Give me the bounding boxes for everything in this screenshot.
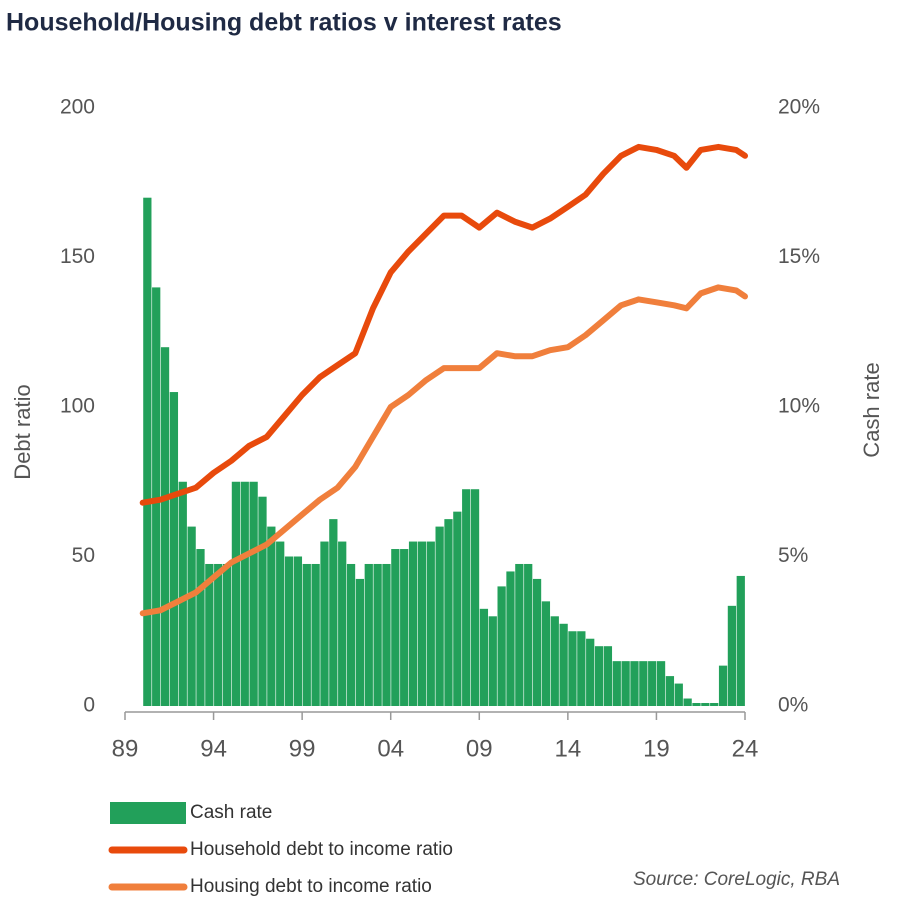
bar <box>550 616 559 706</box>
y-tick-label: 100 <box>60 395 95 418</box>
legend-label: Cash rate <box>190 802 272 823</box>
bar <box>710 703 719 706</box>
bar <box>311 563 320 706</box>
bar <box>736 575 745 706</box>
x-tick-label: 04 <box>377 735 404 762</box>
bar <box>497 586 506 706</box>
x-tick-label: 99 <box>289 735 316 762</box>
bar <box>594 646 604 706</box>
bar <box>568 631 577 706</box>
y-tick-label: 50 <box>72 544 95 567</box>
bar <box>541 601 551 706</box>
bar <box>391 549 400 706</box>
bar <box>169 392 179 706</box>
bar <box>205 563 214 706</box>
y2-tick-label: 10% <box>778 395 820 418</box>
x-tick-label: 14 <box>555 735 582 762</box>
bar <box>639 661 648 706</box>
bar <box>267 526 276 706</box>
bar <box>231 481 241 706</box>
bar <box>692 703 701 706</box>
bar <box>479 608 489 706</box>
bar <box>355 578 365 706</box>
y2-axis-title: Cash rate <box>859 362 884 457</box>
bar <box>400 549 409 706</box>
bar <box>196 549 205 706</box>
x-tick-label: 94 <box>200 735 227 762</box>
bar <box>320 541 329 706</box>
bar <box>612 661 621 706</box>
bar <box>470 489 480 706</box>
bar <box>408 541 418 706</box>
bar <box>417 541 427 706</box>
bar <box>665 676 675 706</box>
bar <box>284 556 294 706</box>
x-tick-label: 19 <box>643 735 670 762</box>
bar <box>258 496 267 706</box>
bar <box>329 519 338 706</box>
bar <box>178 481 187 706</box>
bar <box>462 489 471 706</box>
legend-label: Household debt to income ratio <box>190 839 453 860</box>
bar <box>338 541 347 706</box>
bar <box>160 347 170 706</box>
bar <box>683 698 692 706</box>
bar <box>426 541 435 706</box>
bar <box>648 661 657 706</box>
x-tick-label: 09 <box>466 735 493 762</box>
bar <box>249 481 258 706</box>
y2-tick-label: 0% <box>778 694 808 717</box>
bar <box>727 605 737 706</box>
bar <box>515 563 524 706</box>
y-axis-title: Debt ratio <box>10 384 35 479</box>
chart-title: Household/Housing debt ratios v interest… <box>6 9 562 37</box>
bar <box>621 661 630 706</box>
legend-label: Housing debt to income ratio <box>190 876 432 897</box>
bar <box>346 563 356 706</box>
bar <box>559 623 568 706</box>
y2-tick-label: 5% <box>778 544 808 567</box>
bar <box>302 563 311 706</box>
source-note: Source: CoreLogic, RBA <box>633 869 840 890</box>
bar <box>444 519 453 706</box>
bar <box>577 631 586 706</box>
bar <box>701 703 710 706</box>
bar <box>240 481 249 706</box>
bar <box>718 665 728 706</box>
bar <box>214 563 223 706</box>
legend-swatch <box>110 802 186 824</box>
y2-tick-label: 15% <box>778 245 820 268</box>
y-tick-label: 200 <box>60 96 95 119</box>
bar <box>506 571 515 706</box>
bar <box>488 616 497 706</box>
bar <box>293 556 303 706</box>
line <box>139 143 748 506</box>
bar <box>674 683 683 706</box>
y-tick-label: 150 <box>60 245 95 268</box>
bar <box>603 646 613 706</box>
x-tick-label: 24 <box>732 735 759 762</box>
bar <box>187 526 196 706</box>
bar <box>152 287 161 706</box>
bar <box>630 661 639 706</box>
y2-tick-label: 20% <box>778 96 820 119</box>
bar <box>532 578 542 706</box>
bar <box>435 526 444 706</box>
bar <box>276 541 285 706</box>
bar <box>364 563 373 706</box>
bar <box>656 661 666 706</box>
bar <box>586 638 595 706</box>
line <box>139 284 748 617</box>
bar <box>143 197 152 706</box>
bar <box>453 511 462 706</box>
y-tick-label: 0 <box>83 694 95 717</box>
bar <box>373 563 382 706</box>
bar <box>382 563 391 706</box>
bar <box>222 563 232 706</box>
x-tick-label: 89 <box>112 735 139 762</box>
bar <box>524 563 533 706</box>
